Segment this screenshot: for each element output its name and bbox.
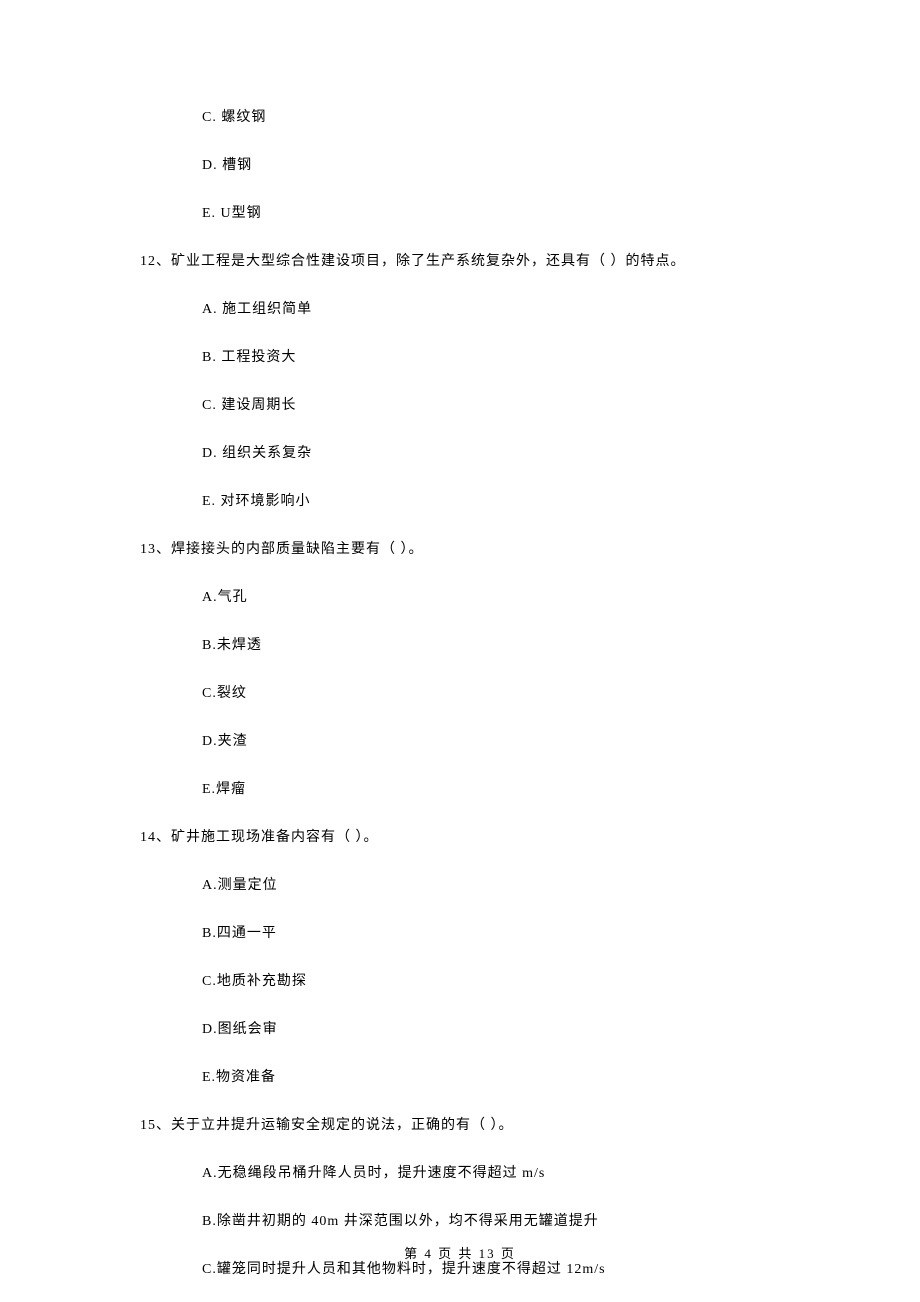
option: E.物资准备 — [140, 1066, 820, 1086]
option: B.四通一平 — [140, 922, 820, 942]
question-body: 关于立井提升运输安全规定的说法，正确的有（ ）。 — [171, 1118, 514, 1133]
option: D.夹渣 — [140, 730, 820, 750]
option: A.测量定位 — [140, 874, 820, 894]
option: E. 对环境影响小 — [140, 490, 820, 510]
question-body: 矿井施工现场准备内容有（ ）。 — [171, 830, 379, 845]
question-body: 焊接接头的内部质量缺陷主要有（ ）。 — [171, 542, 424, 557]
question-number: 14、 — [140, 830, 171, 845]
orphan-option: D. 槽钢 — [140, 154, 820, 174]
question-number: 12、 — [140, 254, 171, 269]
orphan-option: C. 螺纹钢 — [140, 106, 820, 126]
question-number: 13、 — [140, 542, 171, 557]
question-text: 15、关于立井提升运输安全规定的说法，正确的有（ ）。 — [140, 1114, 820, 1134]
option: B. 工程投资大 — [140, 346, 820, 366]
option: D. 组织关系复杂 — [140, 442, 820, 462]
option: C.地质补充勘探 — [140, 970, 820, 990]
question-text: 14、矿井施工现场准备内容有（ ）。 — [140, 826, 820, 846]
orphan-option: E. U型钢 — [140, 202, 820, 222]
option: C. 建设周期长 — [140, 394, 820, 414]
option: E.焊瘤 — [140, 778, 820, 798]
option: A.气孔 — [140, 586, 820, 606]
option: A. 施工组织简单 — [140, 298, 820, 318]
option: A.无稳绳段吊桶升降人员时，提升速度不得超过 m/s — [140, 1162, 820, 1182]
option: C.裂纹 — [140, 682, 820, 702]
option: B.除凿井初期的 40m 井深范围以外，均不得采用无罐道提升 — [140, 1210, 820, 1230]
option: B.未焊透 — [140, 634, 820, 654]
question-body: 矿业工程是大型综合性建设项目，除了生产系统复杂外，还具有（ ）的特点。 — [171, 254, 686, 269]
question-text: 12、矿业工程是大型综合性建设项目，除了生产系统复杂外，还具有（ ）的特点。 — [140, 250, 820, 270]
question-text: 13、焊接接头的内部质量缺陷主要有（ ）。 — [140, 538, 820, 558]
page-footer: 第 4 页 共 13 页 — [0, 1243, 920, 1262]
question-number: 15、 — [140, 1118, 171, 1133]
option: D.图纸会审 — [140, 1018, 820, 1038]
document-content: C. 螺纹钢 D. 槽钢 E. U型钢 12、矿业工程是大型综合性建设项目，除了… — [0, 106, 920, 1278]
